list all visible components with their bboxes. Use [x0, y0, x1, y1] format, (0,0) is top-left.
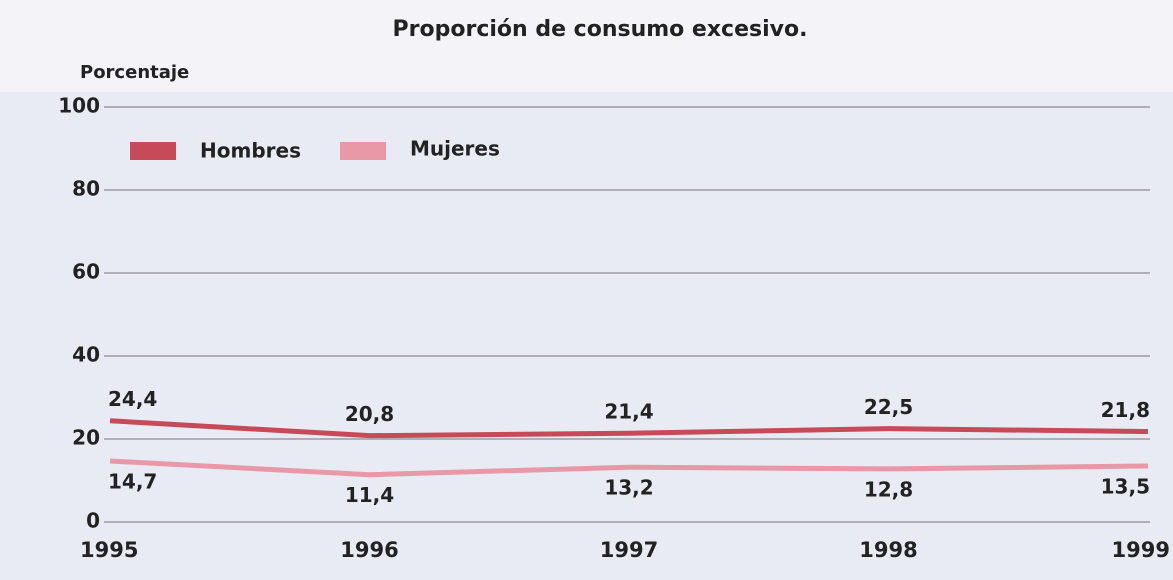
y-tick-label: 0 [86, 509, 100, 533]
y-axis-label: Porcentaje [80, 62, 189, 83]
data-label: 13,5 [1101, 474, 1150, 498]
data-label: 11,4 [345, 483, 394, 507]
data-label: 22,5 [864, 395, 913, 419]
y-tick-label: 40 [72, 343, 100, 367]
y-tick-label: 20 [72, 426, 100, 450]
x-tick-label: 1995 [80, 538, 138, 562]
data-label: 14,7 [108, 469, 157, 493]
x-tick-label: 1999 [1112, 538, 1170, 562]
legend-swatch [340, 142, 386, 160]
data-label: 24,4 [108, 387, 157, 411]
chart-title: Proporción de consumo excesivo. [393, 17, 808, 42]
legend-swatch [130, 142, 176, 160]
data-label: 13,2 [604, 476, 653, 500]
x-tick-label: 1998 [859, 538, 917, 562]
data-label: 12,8 [864, 477, 913, 501]
data-label: 21,4 [604, 400, 653, 424]
y-tick-label: 100 [58, 94, 100, 118]
series-line [109, 418, 1149, 439]
legend-label: Hombres [200, 139, 301, 163]
data-label: 21,8 [1101, 398, 1150, 422]
x-tick-label: 1996 [340, 538, 398, 562]
y-tick-label: 60 [72, 260, 100, 284]
x-tick-label: 1997 [600, 538, 658, 562]
legend-label: Mujeres [410, 137, 500, 161]
plot-background [0, 92, 1173, 580]
y-tick-label: 80 [72, 177, 100, 201]
data-label: 20,8 [345, 402, 394, 426]
series-line [109, 458, 1149, 478]
